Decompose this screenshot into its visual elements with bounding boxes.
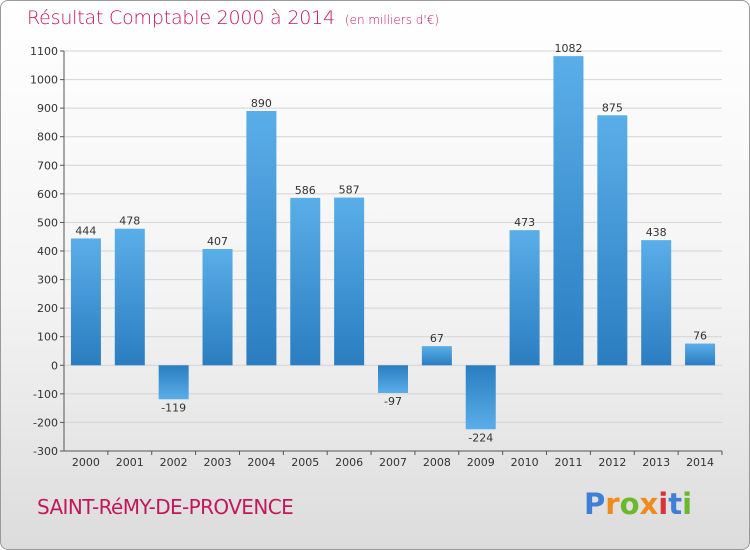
y-tick-label: -300	[33, 445, 58, 458]
y-tick-label: 300	[37, 274, 58, 287]
y-tick-label: 500	[37, 216, 58, 229]
bar	[334, 197, 365, 366]
logo-letter: i	[682, 487, 693, 521]
data-label: 407	[207, 235, 228, 248]
bar	[685, 343, 716, 366]
data-label: 1082	[554, 42, 582, 55]
x-tick-label: 2001	[116, 456, 144, 469]
data-label: 67	[430, 332, 444, 345]
x-tick-label: 2011	[554, 456, 582, 469]
chart-title: Résultat Comptable 2000 à 2014 (en millie…	[27, 7, 439, 29]
x-tick-label: 2004	[247, 456, 275, 469]
y-tick-label: 1000	[30, 74, 58, 87]
x-tick-label: 2009	[467, 456, 495, 469]
logo-letter: i	[658, 487, 669, 521]
commune-name: SAINT-RéMY-DE-PROVENCE	[37, 495, 294, 519]
bar	[553, 56, 584, 366]
y-tick-label: 200	[37, 302, 58, 315]
x-tick-label: 2003	[204, 456, 232, 469]
y-tick-label: -200	[33, 416, 58, 429]
x-tick-label: 2000	[72, 456, 100, 469]
bar	[70, 238, 101, 366]
logo-letter: x	[639, 487, 659, 521]
x-tick-label: 2010	[511, 456, 539, 469]
bar	[158, 365, 189, 400]
bar	[246, 111, 277, 366]
x-tick-label: 2014	[686, 456, 714, 469]
bar	[597, 115, 628, 366]
bar	[641, 240, 672, 366]
y-tick-label: 900	[37, 102, 58, 115]
y-tick-label: 700	[37, 159, 58, 172]
data-label: 890	[251, 97, 272, 110]
data-label: 586	[295, 184, 316, 197]
data-label: 478	[119, 215, 140, 228]
x-tick-label: 2002	[160, 456, 188, 469]
data-label: 473	[514, 216, 535, 229]
data-label: -224	[468, 431, 493, 444]
bar	[114, 228, 145, 366]
bar	[202, 249, 233, 366]
bar	[509, 230, 540, 366]
logo-letter: o	[619, 487, 640, 521]
logo-letter: t	[668, 487, 683, 521]
bar	[465, 365, 496, 430]
data-label: 76	[693, 330, 707, 343]
y-tick-label: 800	[37, 131, 58, 144]
chart-subtitle: (en milliers d'€)	[344, 13, 440, 27]
bar	[421, 346, 452, 366]
logo-letter: P	[584, 487, 606, 521]
chart-title-main: Résultat Comptable 2000 à 2014	[27, 7, 335, 29]
data-label: 438	[646, 226, 667, 239]
bar	[378, 365, 408, 393]
logo-letter: r	[605, 487, 620, 521]
data-label: -97	[384, 395, 402, 408]
y-tick-label: -100	[33, 388, 58, 401]
data-label: 587	[339, 184, 360, 197]
data-label: -119	[161, 401, 186, 414]
x-tick-label: 2006	[335, 456, 363, 469]
y-tick-label: 600	[37, 188, 58, 201]
y-tick-label: 1100	[30, 45, 58, 58]
y-tick-label: 0	[51, 359, 58, 372]
x-tick-label: 2008	[423, 456, 451, 469]
x-tick-label: 2012	[598, 456, 626, 469]
y-tick-label: 400	[37, 245, 58, 258]
x-tick-label: 2005	[291, 456, 319, 469]
x-tick-label: 2007	[379, 456, 407, 469]
data-label: 444	[75, 224, 96, 237]
data-label: 875	[602, 101, 623, 114]
proxiti-logo: Proxiti	[584, 487, 692, 521]
y-tick-label: 100	[37, 331, 58, 344]
x-tick-label: 2013	[642, 456, 670, 469]
bar	[290, 197, 321, 366]
